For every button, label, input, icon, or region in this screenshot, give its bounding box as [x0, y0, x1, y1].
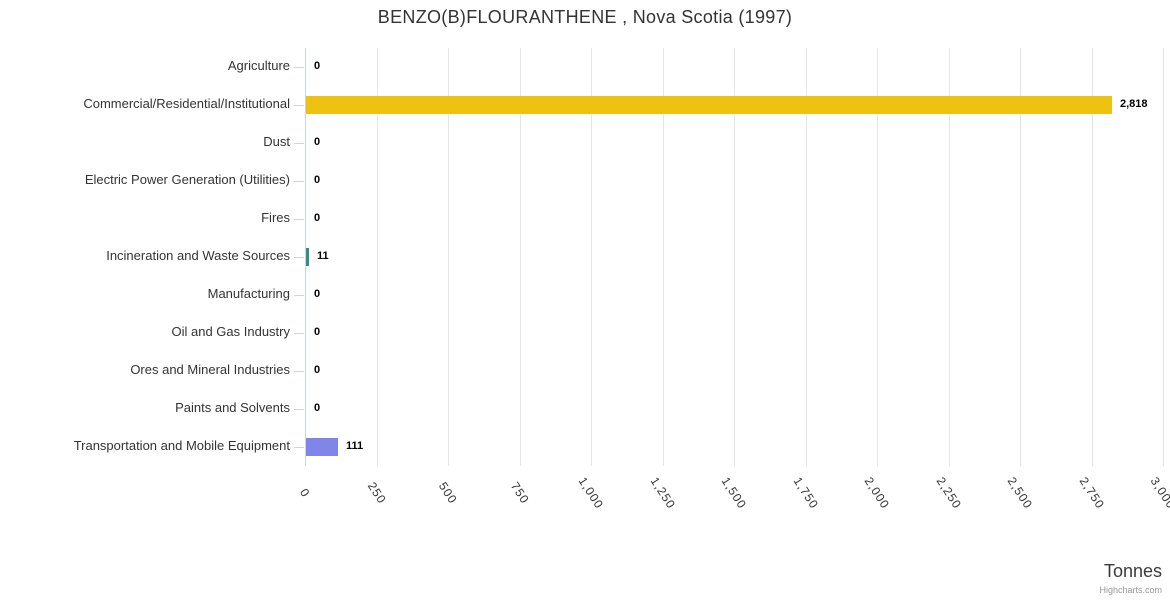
category-label: Manufacturing [207, 286, 290, 301]
category-tick [294, 371, 304, 372]
category-tick [294, 295, 304, 296]
bar-value-label: 2,818 [1120, 98, 1148, 110]
value-axis-tick-label: 0 [297, 485, 313, 501]
category-tick [294, 219, 304, 220]
chart-title: BENZO(B)FLOURANTHENE , Nova Scotia (1997… [377, 7, 793, 27]
value-gridline [663, 48, 664, 466]
value-gridline [877, 48, 878, 466]
value-gridline [949, 48, 950, 466]
category-label: Oil and Gas Industry [171, 324, 291, 339]
category-tick [294, 105, 304, 106]
bar[interactable] [306, 248, 309, 266]
category-axis-line [305, 48, 306, 466]
category-tick [294, 409, 304, 410]
category-label: Transportation and Mobile Equipment [73, 438, 290, 453]
value-axis-tick-label: 500 [435, 479, 461, 507]
bar[interactable] [306, 438, 338, 456]
category-tick [294, 333, 304, 334]
category-label: Ores and Mineral Industries [130, 362, 290, 377]
bar[interactable] [306, 96, 1112, 114]
bar-value-label: 0 [314, 136, 321, 148]
value-gridline [1163, 48, 1164, 466]
bar-value-label: 0 [314, 212, 321, 224]
value-axis-tick-label: 250 [364, 479, 390, 507]
value-gridline [520, 48, 521, 466]
value-axis-tick-label: 2,250 [933, 474, 965, 512]
category-tick [294, 447, 304, 448]
value-gridline [448, 48, 449, 466]
value-axis-tick-label: 1,000 [575, 474, 607, 512]
bar-value-label: 0 [314, 326, 321, 338]
value-axis-tick-label: 2,500 [1004, 474, 1036, 512]
bar-value-label: 0 [314, 402, 321, 414]
value-axis-tick-label: 3,000 [1147, 474, 1170, 512]
value-axis-tick-label: 2,750 [1076, 474, 1108, 512]
value-axis-tick-label: 750 [507, 479, 533, 507]
category-tick [294, 67, 304, 68]
value-gridline [591, 48, 592, 466]
bar-value-label: 11 [317, 250, 329, 262]
category-label: Fires [261, 210, 290, 225]
category-label: Commercial/Residential/Institutional [83, 96, 290, 111]
value-axis-tick-label: 2,000 [861, 474, 893, 512]
bar-value-label: 0 [314, 364, 321, 376]
highcharts-credit-link[interactable]: Highcharts.com [1099, 585, 1162, 595]
category-tick [294, 143, 304, 144]
category-tick [294, 181, 304, 182]
value-gridline [1020, 48, 1021, 466]
bar-value-label: 0 [314, 174, 321, 186]
value-gridline [806, 48, 807, 466]
category-label: Paints and Solvents [175, 400, 290, 415]
category-label: Agriculture [227, 58, 290, 73]
bar-value-label: 0 [314, 288, 321, 300]
category-label: Electric Power Generation (Utilities) [84, 172, 290, 187]
category-label: Dust [263, 134, 290, 149]
category-label: Incineration and Waste Sources [106, 248, 290, 263]
value-gridline [1092, 48, 1093, 466]
value-axis-tick-label: 1,250 [647, 474, 679, 512]
value-gridline [734, 48, 735, 466]
value-axis-tick-label: 1,750 [790, 474, 822, 512]
bar-value-label: 111 [346, 440, 364, 452]
bar-value-label: 0 [314, 60, 321, 72]
value-gridline [377, 48, 378, 466]
value-axis-tick-label: 1,500 [718, 474, 750, 512]
value-axis-title: Tonnes [1103, 561, 1162, 581]
category-tick [294, 257, 304, 258]
